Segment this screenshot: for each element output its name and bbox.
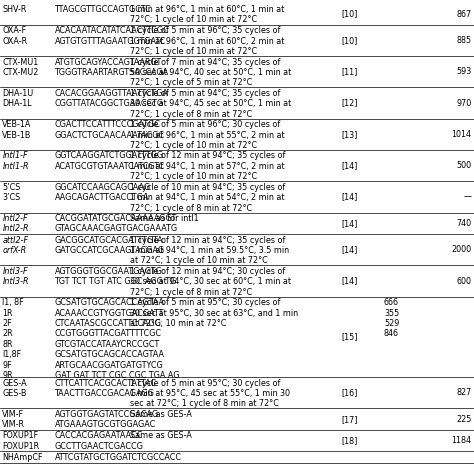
Text: [16]: [16] <box>341 388 358 397</box>
Text: 885: 885 <box>456 36 472 45</box>
Text: 970: 970 <box>456 99 472 108</box>
Text: CTX-MU1
CTX-MU2: CTX-MU1 CTX-MU2 <box>2 57 39 77</box>
Text: I1, 8F
1R
2F
2R
8R
I1,8F
9F
9R: I1, 8F 1R 2F 2R 8R I1,8F 9F 9R <box>2 298 24 380</box>
Text: FOXUP1F
FOXUP1R: FOXUP1F FOXUP1R <box>2 431 39 451</box>
Text: 867: 867 <box>456 9 472 18</box>
Text: CACGGATATGCGACAAAAAGGT
GTAGCAAACGAGTGACGAAATG: CACGGATATGCGACAAAAAGGT GTAGCAAACGAGTGACG… <box>55 214 178 234</box>
Text: IntI3-F
IntI3-R: IntI3-F IntI3-R <box>2 267 29 286</box>
Text: 593: 593 <box>456 67 472 76</box>
Text: 600: 600 <box>456 277 472 286</box>
Text: OXA-F
OXA-R: OXA-F OXA-R <box>2 26 27 46</box>
Text: —: — <box>464 192 472 201</box>
Text: [13]: [13] <box>341 130 358 139</box>
Text: ATTCGTATGCTGGATCTCGCCACC: ATTCGTATGCTGGATCTCGCCACC <box>55 453 182 462</box>
Text: 827: 827 <box>456 388 472 397</box>
Text: 225: 225 <box>456 415 472 424</box>
Text: Same as GES-A: Same as GES-A <box>130 410 192 419</box>
Text: CACCACGAGAATAACC
GCCTTGAACTCGACCG: CACCACGAGAATAACC GCCTTGAACTCGACCG <box>55 431 143 451</box>
Text: 740: 740 <box>456 219 472 228</box>
Text: GES-A
GES-B: GES-A GES-B <box>2 379 27 398</box>
Text: ACACAATACATATCAACTTCGC
AGTGTGTTTAGAATGGTGATC: ACACAATACATATCAACTTCGC AGTGTGTTTAGAATGGT… <box>55 26 169 46</box>
Text: 1 cycle of 5 min at 95°C; 30 cycles of
1 min at 95°C, 45 sec at 55°C, 1 min 30
s: 1 cycle of 5 min at 95°C; 30 cycles of 1… <box>130 379 291 408</box>
Text: [10]: [10] <box>341 36 358 45</box>
Text: 1 cycle of 5 min at 95°C; 30 cycles of
30 sec at 95°C, 30 sec at 63°C, and 1 min: 1 cycle of 5 min at 95°C; 30 cycles of 3… <box>130 298 299 328</box>
Text: 1184: 1184 <box>452 436 472 445</box>
Text: 1014: 1014 <box>452 130 472 139</box>
Text: 1 cycle of 12 min at 94°C; 30 cycles of
30 sec at 94°C, 30 sec at 60°C, 1 min at: 1 cycle of 12 min at 94°C; 30 cycles of … <box>130 267 292 297</box>
Text: [14]: [14] <box>341 277 358 286</box>
Text: attI2-F
orfX-R: attI2-F orfX-R <box>2 236 28 255</box>
Text: NHAmpCF: NHAmpCF <box>2 453 43 462</box>
Text: 1 cycle of 12 min at 94°C; 35 cycles of
1 min at 94°C, 1 min at 59.5°C, 3.5 min
: 1 cycle of 12 min at 94°C; 35 cycles of … <box>130 236 290 265</box>
Text: CTTCATTCACGCACTATTAC
TAACTTGACCGACAGAGG: CTTCATTCACGCACTATTAC TAACTTGACCGACAGAGG <box>55 379 156 398</box>
Text: 1 cycle of 10 min at 94°C; 35 cycles of
1 min at 94°C, 1 min at 54°C, 2 min at
7: 1 cycle of 10 min at 94°C; 35 cycles of … <box>130 183 286 212</box>
Text: 1 cycle of 12 min at 94°C; 35 cycles of
1 min at 94°C, 1 min at 57°C, 2 min at
7: 1 cycle of 12 min at 94°C; 35 cycles of … <box>130 152 286 181</box>
Text: Same as GES-A: Same as GES-A <box>130 431 192 440</box>
Text: [17]: [17] <box>341 415 358 424</box>
Text: 500: 500 <box>456 161 472 170</box>
Text: 5’CS
3’CS: 5’CS 3’CS <box>2 183 21 202</box>
Text: [14]: [14] <box>341 219 358 228</box>
Text: DHA-1U
DHA-1L: DHA-1U DHA-1L <box>2 89 34 108</box>
Text: [18]: [18] <box>341 436 358 445</box>
Text: [14]: [14] <box>341 192 358 201</box>
Text: [10]: [10] <box>341 9 358 18</box>
Text: ATGTGCAGYACCAGTAARGT
TGGGTRAARTARGTSACCAGA: ATGTGCAGYACCAGTAARGT TGGGTRAARTARGTSACCA… <box>55 57 169 77</box>
Text: [15]: [15] <box>341 332 358 341</box>
Text: AGTGGGTGGCGAATGAGTG
TGT TCT TGT ATC GGC AGG TG: AGTGGGTGGCGAATGAGTG TGT TCT TGT ATC GGC … <box>55 267 177 286</box>
Text: VEB-1A
VEB-1B: VEB-1A VEB-1B <box>2 120 32 139</box>
Text: 1 cycle of 5 min at 96°C; 30 cycles of
1 min at 96°C, 1 min at 55°C, 2 min at
72: 1 cycle of 5 min at 96°C; 30 cycles of 1… <box>130 120 285 150</box>
Text: [12]: [12] <box>341 99 358 108</box>
Text: IntI1-F
IntI1-R: IntI1-F IntI1-R <box>2 152 29 171</box>
Text: GGCATCCAAGCAGCAAG
AAGCAGACTTGACCTGA: GGCATCCAAGCAGCAAG AAGCAGACTTGACCTGA <box>55 183 151 202</box>
Text: IntI2-F
IntI2-R: IntI2-F IntI2-R <box>2 214 29 234</box>
Text: CACACGGAAGGTTAATTCTGA
CGGTTATACGGCTGAACCTG: CACACGGAAGGTTAATTCTGA CGGTTATACGGCTGAACC… <box>55 89 168 108</box>
Text: [14]: [14] <box>341 246 358 255</box>
Text: 1 cycle of 5 min at 94°C; 35 cycles of
30 sec at 94°C, 45 sec at 50°C, 1 min at
: 1 cycle of 5 min at 94°C; 35 cycles of 3… <box>130 89 292 118</box>
Text: TTAGCGTTGCCAGTGCTC: TTAGCGTTGCCAGTGCTC <box>55 5 151 14</box>
Text: [14]: [14] <box>341 161 358 170</box>
Text: GACGGCATGCACGATTTGTA
GATGCCATCGCAAGTACGAG: GACGGCATGCACGATTTGTA GATGCCATCGCAAGTACGA… <box>55 236 164 255</box>
Text: GGTCAAGGATCTGGATTTGG
ACATGCGTGTAAATCATCGTC: GGTCAAGGATCTGGATTTGG ACATGCGTGTAAATCATCG… <box>55 152 165 171</box>
Text: SHV-R: SHV-R <box>2 5 27 14</box>
Text: 1 cycle of 7 min at 94°C; 35 cycles of
50 sec at 94°C, 40 sec at 50°C, 1 min at
: 1 cycle of 7 min at 94°C; 35 cycles of 5… <box>130 57 292 87</box>
Text: 1 min at 96°C, 1 min at 60°C, 1 min at
72°C; 1 cycle of 10 min at 72°C: 1 min at 96°C, 1 min at 60°C, 1 min at 7… <box>130 5 284 24</box>
Text: [11]: [11] <box>341 67 358 76</box>
Text: GCSATGTGCAGCACCAGTAA
ACAAACCGTYGGTGACGATT
CTCAATASCGCCATTCCAGG
CCGTGGGTTACGATTTT: GCSATGTGCAGCACCAGTAA ACAAACCGTYGGTGACGAT… <box>55 298 179 380</box>
Text: 1 cycle of 5 min at 96°C; 35 cycles of
1 min at 96°C, 1 min at 60°C, 2 min at
72: 1 cycle of 5 min at 96°C; 35 cycles of 1… <box>130 26 285 56</box>
Text: 666
355
529
846: 666 355 529 846 <box>384 298 399 338</box>
Text: AGTGGTGAGTATCCGACAG
ATGAAAGTGCGTGGAGAC: AGTGGTGAGTATCCGACAG ATGAAAGTGCGTGGAGAC <box>55 410 159 429</box>
Text: CGACTTCCATTTCCCGATGC
GGACTCTGCAACAAATACGC: CGACTTCCATTTCCCGATGC GGACTCTGCAACAAATACG… <box>55 120 164 139</box>
Text: VIM-F
VIM-R: VIM-F VIM-R <box>2 410 26 429</box>
Text: 2000: 2000 <box>452 246 472 255</box>
Text: Same as for intI1: Same as for intI1 <box>130 214 199 223</box>
